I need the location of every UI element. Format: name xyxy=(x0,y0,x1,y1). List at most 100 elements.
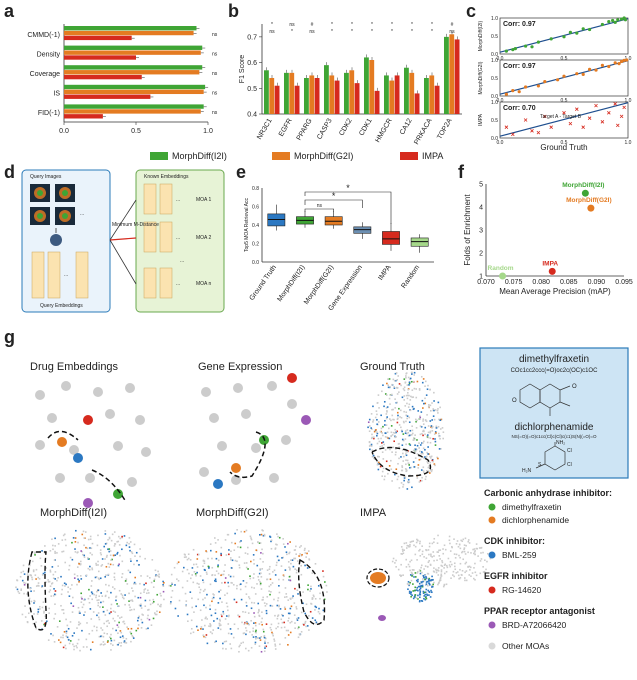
g-impa-point xyxy=(482,566,484,568)
g-morph-i2i-point xyxy=(98,595,100,598)
g-impa-cluster-point xyxy=(429,583,431,586)
moa-legend-heading: PPAR receptor antagonist xyxy=(484,606,595,616)
g-ground-truth-point xyxy=(385,417,388,420)
g-morph-g2i-point xyxy=(232,636,235,639)
g-ground-truth-point xyxy=(432,437,434,440)
g-impa-cluster-point xyxy=(423,597,425,600)
g-ground-truth-point xyxy=(403,386,406,389)
g-morph-g2i-point xyxy=(187,553,190,556)
g-ground-truth-point xyxy=(382,425,384,428)
g-morph-g2i-point xyxy=(170,573,173,576)
methoxy-bond-1 xyxy=(559,385,571,391)
g-morph-g2i-point xyxy=(174,607,177,610)
g-morph-i2i-point xyxy=(83,537,86,539)
g-morph-i2i-point xyxy=(100,553,103,556)
g-ground-truth-point xyxy=(396,418,399,421)
g-morph-g2i-point xyxy=(224,539,227,541)
g-morph-g2i-point xyxy=(297,593,299,595)
g-impa-point xyxy=(449,560,452,563)
moa-legend-label: BRD-A72066420 xyxy=(502,620,567,630)
g-morph-g2i-point xyxy=(169,602,172,605)
g-ground-truth-point xyxy=(422,407,424,409)
g-morph-g2i-point xyxy=(196,558,199,560)
g-morph-g2i-point xyxy=(243,623,246,626)
g-ground-truth-point xyxy=(429,420,432,422)
g-ground-truth-point xyxy=(431,469,433,471)
g-morph-g2i-point xyxy=(206,618,208,620)
g-morph-i2i-point xyxy=(119,554,121,557)
g-morph-i2i-point xyxy=(103,545,106,548)
g-morph-i2i-point xyxy=(113,545,116,547)
g-morph-i2i-point xyxy=(69,640,72,642)
g-ground-truth-point xyxy=(376,413,378,416)
c-corr-label: Corr: 0.97 xyxy=(503,63,536,70)
g-drug-dot xyxy=(125,383,135,393)
g-ground-truth-point xyxy=(432,408,435,410)
g-ground-truth-point xyxy=(401,465,403,467)
c-point xyxy=(536,84,541,88)
g-morph-i2i-point xyxy=(122,621,124,623)
g-morph-g2i-point xyxy=(278,591,281,594)
g-ground-truth-point xyxy=(367,421,370,424)
g-morph-i2i-point xyxy=(141,613,144,616)
f-point-label: MorphDiff(I2I) xyxy=(562,182,604,189)
g-ground-truth-point xyxy=(390,468,393,471)
g-ground-truth-point xyxy=(396,393,399,395)
g-ground-truth-point xyxy=(431,402,433,404)
moa-legend-heading: Carbonic anhydrase inhibitor: xyxy=(484,488,612,498)
g-morph-i2i-point xyxy=(71,541,73,544)
g-morph-g2i-point xyxy=(262,596,264,599)
g-morph-i2i-point xyxy=(114,611,117,613)
g-morph-g2i-point xyxy=(325,584,328,587)
g-morph-i2i-point xyxy=(120,616,123,619)
g-ground-truth-point xyxy=(404,430,407,432)
g-impa-cluster-point xyxy=(427,573,430,575)
g-morph-i2i-point xyxy=(82,530,85,533)
g-morph-i2i-point xyxy=(123,622,126,625)
g-morph-i2i-point xyxy=(78,563,80,565)
c-point xyxy=(607,111,611,115)
b-sig-top: * xyxy=(411,22,413,28)
g-impa-cluster-point xyxy=(425,597,428,600)
cell-nucleus-4 xyxy=(62,213,68,219)
g-morph-g2i-point xyxy=(176,578,178,580)
g-morph-g2i-point xyxy=(231,582,233,584)
g-morph-g2i-point xyxy=(258,645,261,647)
g-morph-g2i-point xyxy=(307,588,309,591)
g-morph-i2i-point xyxy=(144,588,147,590)
g-morph-g2i-point xyxy=(209,631,212,633)
g-morph-i2i-point xyxy=(61,584,64,587)
g-ground-truth-point xyxy=(435,432,437,434)
g-morph-i2i-point xyxy=(157,603,159,606)
g-ground-truth-point xyxy=(438,432,440,435)
g-morph-g2i-point xyxy=(196,566,199,568)
g-impa-cluster-point xyxy=(431,575,433,578)
g-ground-truth-point xyxy=(389,418,391,420)
g-morph-i2i-point xyxy=(107,562,110,565)
g-morph-i2i-point xyxy=(76,583,78,586)
g-drug-cluster-outline xyxy=(47,430,127,503)
g-morph-g2i-point xyxy=(284,637,287,639)
g-morph-i2i-point xyxy=(102,610,105,613)
g-impa-cluster-point xyxy=(425,576,427,578)
g-morph-i2i-point xyxy=(90,618,93,620)
g-ground-truth-point xyxy=(406,429,409,431)
g-morph-i2i-point xyxy=(136,619,139,622)
g-ground-truth-point xyxy=(429,461,432,464)
g-ground-truth-point xyxy=(411,429,414,432)
g-morph-g2i-point xyxy=(276,533,278,535)
g-morph-g2i-point xyxy=(274,643,276,646)
g-impa-point xyxy=(441,565,444,567)
g-morph-g2i-point xyxy=(283,575,285,578)
g-morph-i2i-point xyxy=(128,604,131,606)
g-morph-g2i-point xyxy=(319,592,321,595)
g-morph-i2i-point xyxy=(112,563,115,566)
g-impa-point xyxy=(433,581,435,584)
g-impa-point xyxy=(406,544,409,547)
g-morph-i2i-point xyxy=(68,642,71,645)
g-ground-truth-point xyxy=(368,441,371,444)
g-morph-i2i-point xyxy=(130,632,133,635)
g-impa-point xyxy=(486,552,489,555)
g-title-impa: IMPA xyxy=(360,507,387,519)
a-bar xyxy=(64,26,197,31)
